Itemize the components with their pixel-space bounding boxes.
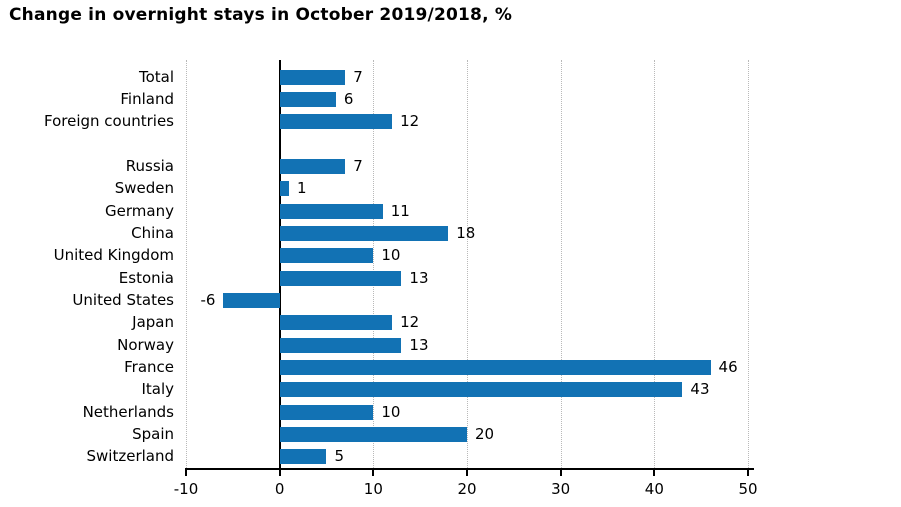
value-label: 12 [400,313,420,332]
value-label: 46 [718,358,738,376]
value-label: 7 [353,157,363,175]
value-label: 10 [381,246,401,265]
x-axis-tick-label: 50 [738,480,758,498]
bar [279,360,711,375]
value-label: 6 [343,90,354,108]
bar [223,293,280,308]
gridline [467,60,468,468]
gridline [373,60,375,468]
category-label: Russia [125,157,174,175]
gridline [748,60,749,468]
category-label: Germany [105,201,174,220]
value-label: 13 [409,268,429,287]
bar [279,449,327,465]
x-axis-tick-label: 30 [551,480,571,498]
chart-title: Change in overnight stays in October 201… [9,5,513,25]
category-label: Estonia [118,268,174,287]
value-label: 20 [475,425,495,443]
category-label: United Kingdom [53,246,174,265]
category-label: Sweden [114,179,174,198]
value-label: 5 [334,447,345,466]
category-label: Spain [132,425,174,443]
x-axis-line [186,468,754,470]
category-label: China [131,224,174,242]
value-label: 10 [381,402,401,421]
x-axis-tick [653,468,656,476]
value-label: 13 [409,335,429,354]
value-label: 43 [690,380,710,399]
bar [279,315,393,331]
bar [279,159,346,174]
bar [279,382,683,398]
bar [279,270,402,286]
x-axis-tick [466,468,468,476]
gridline [560,60,562,468]
x-axis-tick [278,468,281,476]
x-axis-tick-label: 40 [644,480,664,498]
category-label: Norway [117,335,174,354]
x-axis-tick-label: 0 [274,480,285,498]
category-label: Total [138,67,174,86]
value-label: 11 [390,201,410,220]
bar [279,404,374,420]
bar [279,427,467,442]
x-axis-tick [185,468,187,476]
x-axis-tick [747,468,749,476]
category-label: Netherlands [82,402,174,421]
value-label: 12 [400,112,420,131]
category-label: Finland [120,90,174,108]
bar [279,92,336,107]
x-axis-tick-label: 10 [363,480,383,498]
bar [279,248,374,264]
gridline [654,60,656,468]
x-axis-tick-label: 20 [457,480,477,498]
gridline [186,60,187,468]
value-label: 7 [353,67,363,86]
value-label: -6 [200,291,216,309]
x-axis-tick [559,468,562,476]
category-label: Italy [141,380,174,399]
value-label: 1 [297,179,307,198]
zero-axis-line [278,60,281,468]
category-label: Switzerland [86,447,175,466]
bar [279,226,449,241]
bar [279,69,346,85]
category-label: France [124,358,174,376]
value-label: 18 [456,224,476,242]
bar [279,203,383,219]
category-label: Japan [132,313,174,332]
bar [279,181,290,197]
category-label: Foreign countries [44,112,174,131]
bar [279,337,402,353]
bar [279,114,393,130]
x-axis-tick [372,468,375,476]
category-label: United States [72,291,174,309]
x-axis-tick-label: -10 [173,480,199,498]
